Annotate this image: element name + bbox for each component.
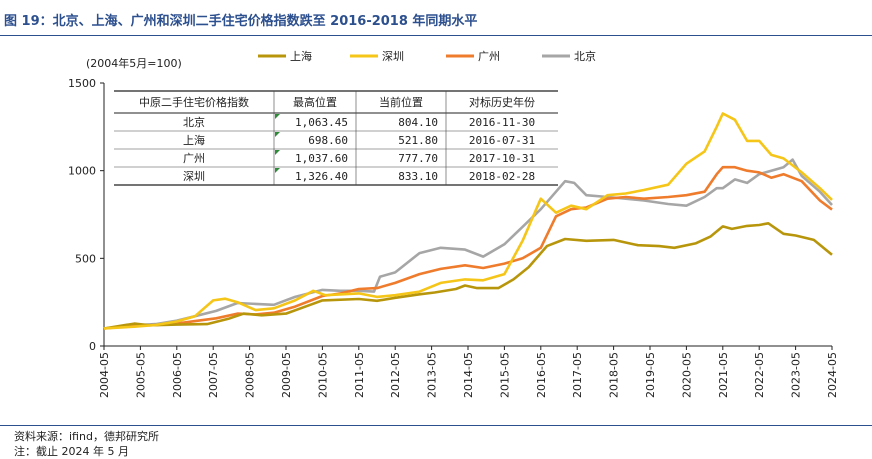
- legend-label: 深圳: [382, 50, 404, 63]
- table-cell: 698.60: [308, 134, 348, 147]
- x-tick-label: 2011-05: [353, 352, 366, 398]
- table-cell: 深圳: [183, 170, 205, 183]
- title-divider: [0, 35, 872, 36]
- table-cell: 上海: [183, 133, 205, 147]
- legend-item: 广州: [446, 50, 500, 63]
- date-note: 注：截止 2024 年 5 月: [14, 445, 129, 458]
- table-cell: 北京: [183, 115, 205, 129]
- line-chart: 0 500 1000 1500 2004-05 2005-05 2006-05 2007-05…: [68, 49, 839, 398]
- x-tick-label: 2019-05: [644, 352, 657, 398]
- cell-marker-icon: [275, 168, 280, 173]
- chart-axes: 0 500 1000 1500 2004-05 2005-05 2006-05 2007-05…: [68, 77, 839, 398]
- x-tick-label: 2008-05: [244, 352, 257, 398]
- y-tick-label: 0: [89, 340, 96, 353]
- table-header-cell: 最高位置: [293, 95, 337, 109]
- chart-legend: 上海 深圳 广州 北京: [258, 49, 596, 63]
- table-cell: 1,326.40: [295, 170, 348, 183]
- table-header-cell: 对标历史年份: [469, 95, 535, 109]
- chart-series: [103, 112, 833, 330]
- x-tick-label: 2007-05: [207, 352, 220, 398]
- x-tick-label: 2024-05: [826, 352, 839, 398]
- x-tick-label: 2010-05: [316, 352, 329, 398]
- y-tick-label: 1500: [68, 77, 96, 90]
- x-tick-label: 2012-05: [389, 352, 402, 398]
- legend-label: 上海: [290, 49, 312, 63]
- table-cell: 2017-10-31: [469, 152, 535, 165]
- table-cell: 2016-11-30: [469, 116, 535, 129]
- x-tick-label: 2022-05: [753, 352, 766, 398]
- source-note: 资料来源：ifind，德邦研究所: [14, 430, 159, 443]
- table-header-cell: 当前位置: [379, 95, 423, 109]
- table-cell: 2018-02-28: [469, 170, 535, 183]
- x-tick-label: 2014-05: [462, 352, 475, 398]
- table-header-cell: 中原二手住宅价格指数: [139, 95, 249, 109]
- series-line-广州: [103, 165, 833, 330]
- cell-marker-icon: [275, 114, 280, 119]
- x-tick-label: 2009-05: [280, 352, 293, 398]
- table-cell: 804.10: [398, 116, 438, 129]
- table-cell: 1,063.45: [295, 116, 348, 129]
- series-line-上海: [103, 222, 833, 330]
- table-cell: 2016-07-31: [469, 134, 535, 147]
- cell-marker-icon: [275, 150, 280, 155]
- x-tick-label: 2015-05: [498, 352, 511, 398]
- x-tick-label: 2023-05: [790, 352, 803, 398]
- x-tick-label: 2006-05: [171, 352, 184, 398]
- table-cell: 广州: [183, 152, 205, 165]
- table-cell: 777.70: [398, 152, 438, 165]
- footer-divider: [0, 425, 872, 426]
- x-tick-label: 2005-05: [134, 352, 147, 398]
- legend-item: 上海: [258, 49, 312, 63]
- x-tick-label: 2017-05: [571, 352, 584, 398]
- y-unit-label: (2004年5月=100): [86, 56, 182, 70]
- table-cell: 1,037.60: [295, 152, 348, 165]
- table-cell: 833.10: [398, 170, 438, 183]
- x-tick-label: 2013-05: [426, 352, 439, 398]
- cell-marker-icon: [275, 132, 280, 137]
- x-tick-label: 2016-05: [535, 352, 548, 398]
- x-tick-label: 2021-05: [717, 352, 730, 398]
- x-tick-label: 2004-05: [98, 352, 111, 398]
- legend-item: 深圳: [350, 50, 404, 63]
- table-cell: 521.80: [398, 134, 438, 147]
- figure-title: 图 19：北京、上海、广州和深圳二手住宅价格指数跌至 2016-2018 年同期…: [4, 14, 478, 29]
- legend-label: 广州: [478, 50, 500, 63]
- legend-item: 北京: [542, 49, 596, 63]
- series-line-深圳: [103, 112, 833, 330]
- x-tick-label: 2020-05: [680, 352, 693, 398]
- y-tick-label: 1000: [68, 165, 96, 178]
- x-tick-label: 2018-05: [608, 352, 621, 398]
- legend-label: 北京: [574, 49, 596, 63]
- y-tick-label: 500: [75, 252, 96, 265]
